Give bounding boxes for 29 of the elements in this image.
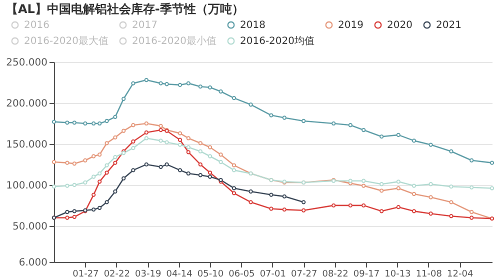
y-tick-label: 6.000 — [18, 258, 48, 268]
x-tick-label: 03-19 — [135, 270, 162, 278]
x-tick-label: 02-22 — [104, 270, 130, 278]
x-tick-label: 12-04 — [447, 270, 474, 278]
legend-label: 2019 — [338, 20, 364, 31]
x-tick-label: 06-05 — [228, 270, 255, 278]
legend-label: 2021 — [436, 20, 462, 31]
legend-label: 2016-2020最大值 — [24, 35, 109, 47]
y-tick-label: 250.000 — [6, 58, 48, 68]
x-tick-label: 05-10 — [197, 270, 224, 278]
x-tick-label: 08-22 — [322, 270, 348, 278]
y-tick-label: 100.000 — [6, 180, 48, 192]
x-tick-label: 11-08 — [416, 270, 442, 278]
legend-label: 2016 — [24, 20, 50, 31]
x-tick-label: 09-17 — [353, 270, 380, 278]
y-tick-label: 150.000 — [6, 139, 48, 150]
x-tick-label: 07-27 — [291, 270, 318, 278]
x-tick-label: 10-13 — [384, 270, 411, 278]
legend-label: 2016-2020最小值 — [132, 35, 217, 47]
x-tick-label: 07-01 — [260, 270, 286, 278]
x-tick-label: 01-27 — [72, 270, 99, 278]
y-tick-label: 50.000 — [12, 221, 48, 232]
legend-label: 2017 — [132, 20, 158, 31]
y-tick-label: 200.000 — [6, 98, 48, 110]
legend-label: 2018 — [240, 20, 266, 31]
chart-title: 【AL】中国电解铝社会库存-季节性（万吨） — [6, 2, 244, 16]
legend-label: 2020 — [387, 20, 412, 31]
x-tick-label: 04-14 — [166, 270, 193, 278]
legend-label: 2016-2020均值 — [240, 35, 315, 47]
